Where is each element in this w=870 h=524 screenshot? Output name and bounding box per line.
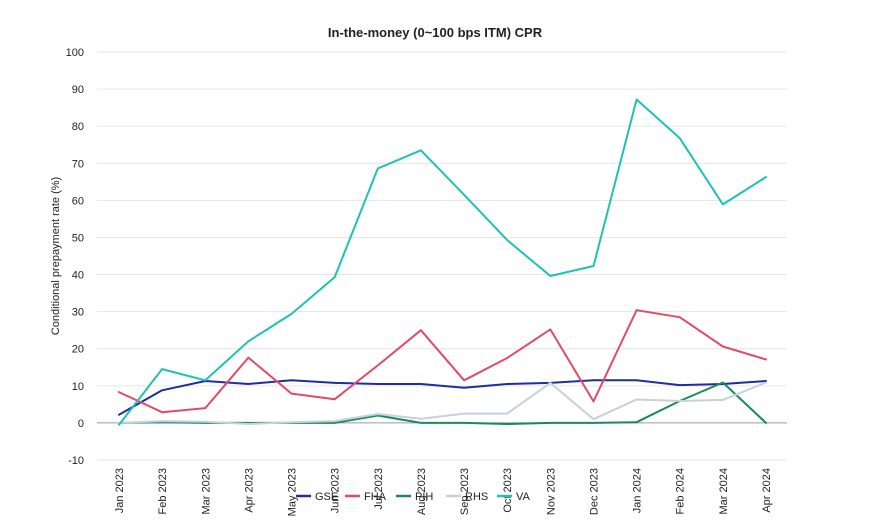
y-tick-label: 0 — [78, 418, 84, 430]
legend-label: PIH — [415, 491, 433, 503]
x-tick-label: Mar 2023 — [200, 468, 212, 514]
legend-item-pih: PIH — [396, 491, 433, 503]
x-tick-label: Jan 2023 — [114, 468, 126, 513]
series-line-pih — [118, 381, 767, 425]
y-tick-label: 10 — [72, 381, 84, 393]
x-tick-label: Apr 2023 — [243, 468, 255, 513]
legend-item-gse: GSE — [296, 491, 338, 503]
x-tick-label: Nov 2023 — [545, 468, 557, 515]
legend-label: RHS — [465, 491, 488, 503]
y-tick-label: 40 — [72, 270, 84, 282]
y-tick-label: 100 — [66, 47, 84, 59]
x-tick-label: Feb 2024 — [675, 468, 687, 514]
x-tick-label: May 2023 — [287, 468, 299, 516]
x-tick-label: Feb 2023 — [157, 468, 169, 514]
x-axis-ticks: Jan 2023 Feb 2023 Mar 2023 Apr 2023 May 2023… — [114, 468, 773, 516]
y-axis-label: Conditional prepayment rate (%) — [50, 177, 62, 335]
legend-label: GSE — [315, 491, 338, 503]
y-tick-label: 90 — [72, 84, 84, 96]
x-tick-label: Apr 2024 — [761, 468, 773, 513]
y-tick-label: 70 — [72, 158, 84, 170]
y-tick-label: 60 — [72, 195, 84, 207]
x-tick-label: Sep 2023 — [459, 468, 471, 515]
legend-item-fha: FHA — [345, 491, 387, 503]
chart-title: In-the-money (0~100 bps ITM) CPR — [328, 25, 543, 40]
x-tick-label: Jul 2023 — [373, 468, 385, 510]
y-axis-ticks: -10 0 10 20 30 40 50 60 70 80 90 100 — [66, 47, 84, 467]
x-tick-label: Mar 2024 — [718, 468, 730, 514]
legend-item-rhs: RHS — [446, 491, 488, 503]
legend-label: VA — [516, 491, 531, 503]
series-line-rhs — [118, 381, 767, 425]
x-tick-label: Dec 2023 — [588, 468, 600, 515]
x-tick-label: Jan 2024 — [632, 468, 644, 513]
x-tick-label: Oct 2023 — [502, 468, 514, 513]
x-tick-label: Jun 2023 — [330, 468, 342, 513]
series-line-va — [118, 98, 767, 426]
legend-label: FHA — [364, 491, 387, 503]
legend-item-va: VA — [497, 491, 531, 503]
x-tick-label: Aug 2023 — [416, 468, 428, 515]
series-line-fha — [118, 309, 767, 414]
y-tick-label: 80 — [72, 121, 84, 133]
y-tick-label: 30 — [72, 307, 84, 319]
y-tick-label: 50 — [72, 232, 84, 244]
series-lines — [118, 98, 767, 426]
legend: GSE FHA PIH RHS VA — [296, 491, 531, 503]
y-tick-label: 20 — [72, 344, 84, 356]
y-tick-label: -10 — [68, 455, 84, 467]
